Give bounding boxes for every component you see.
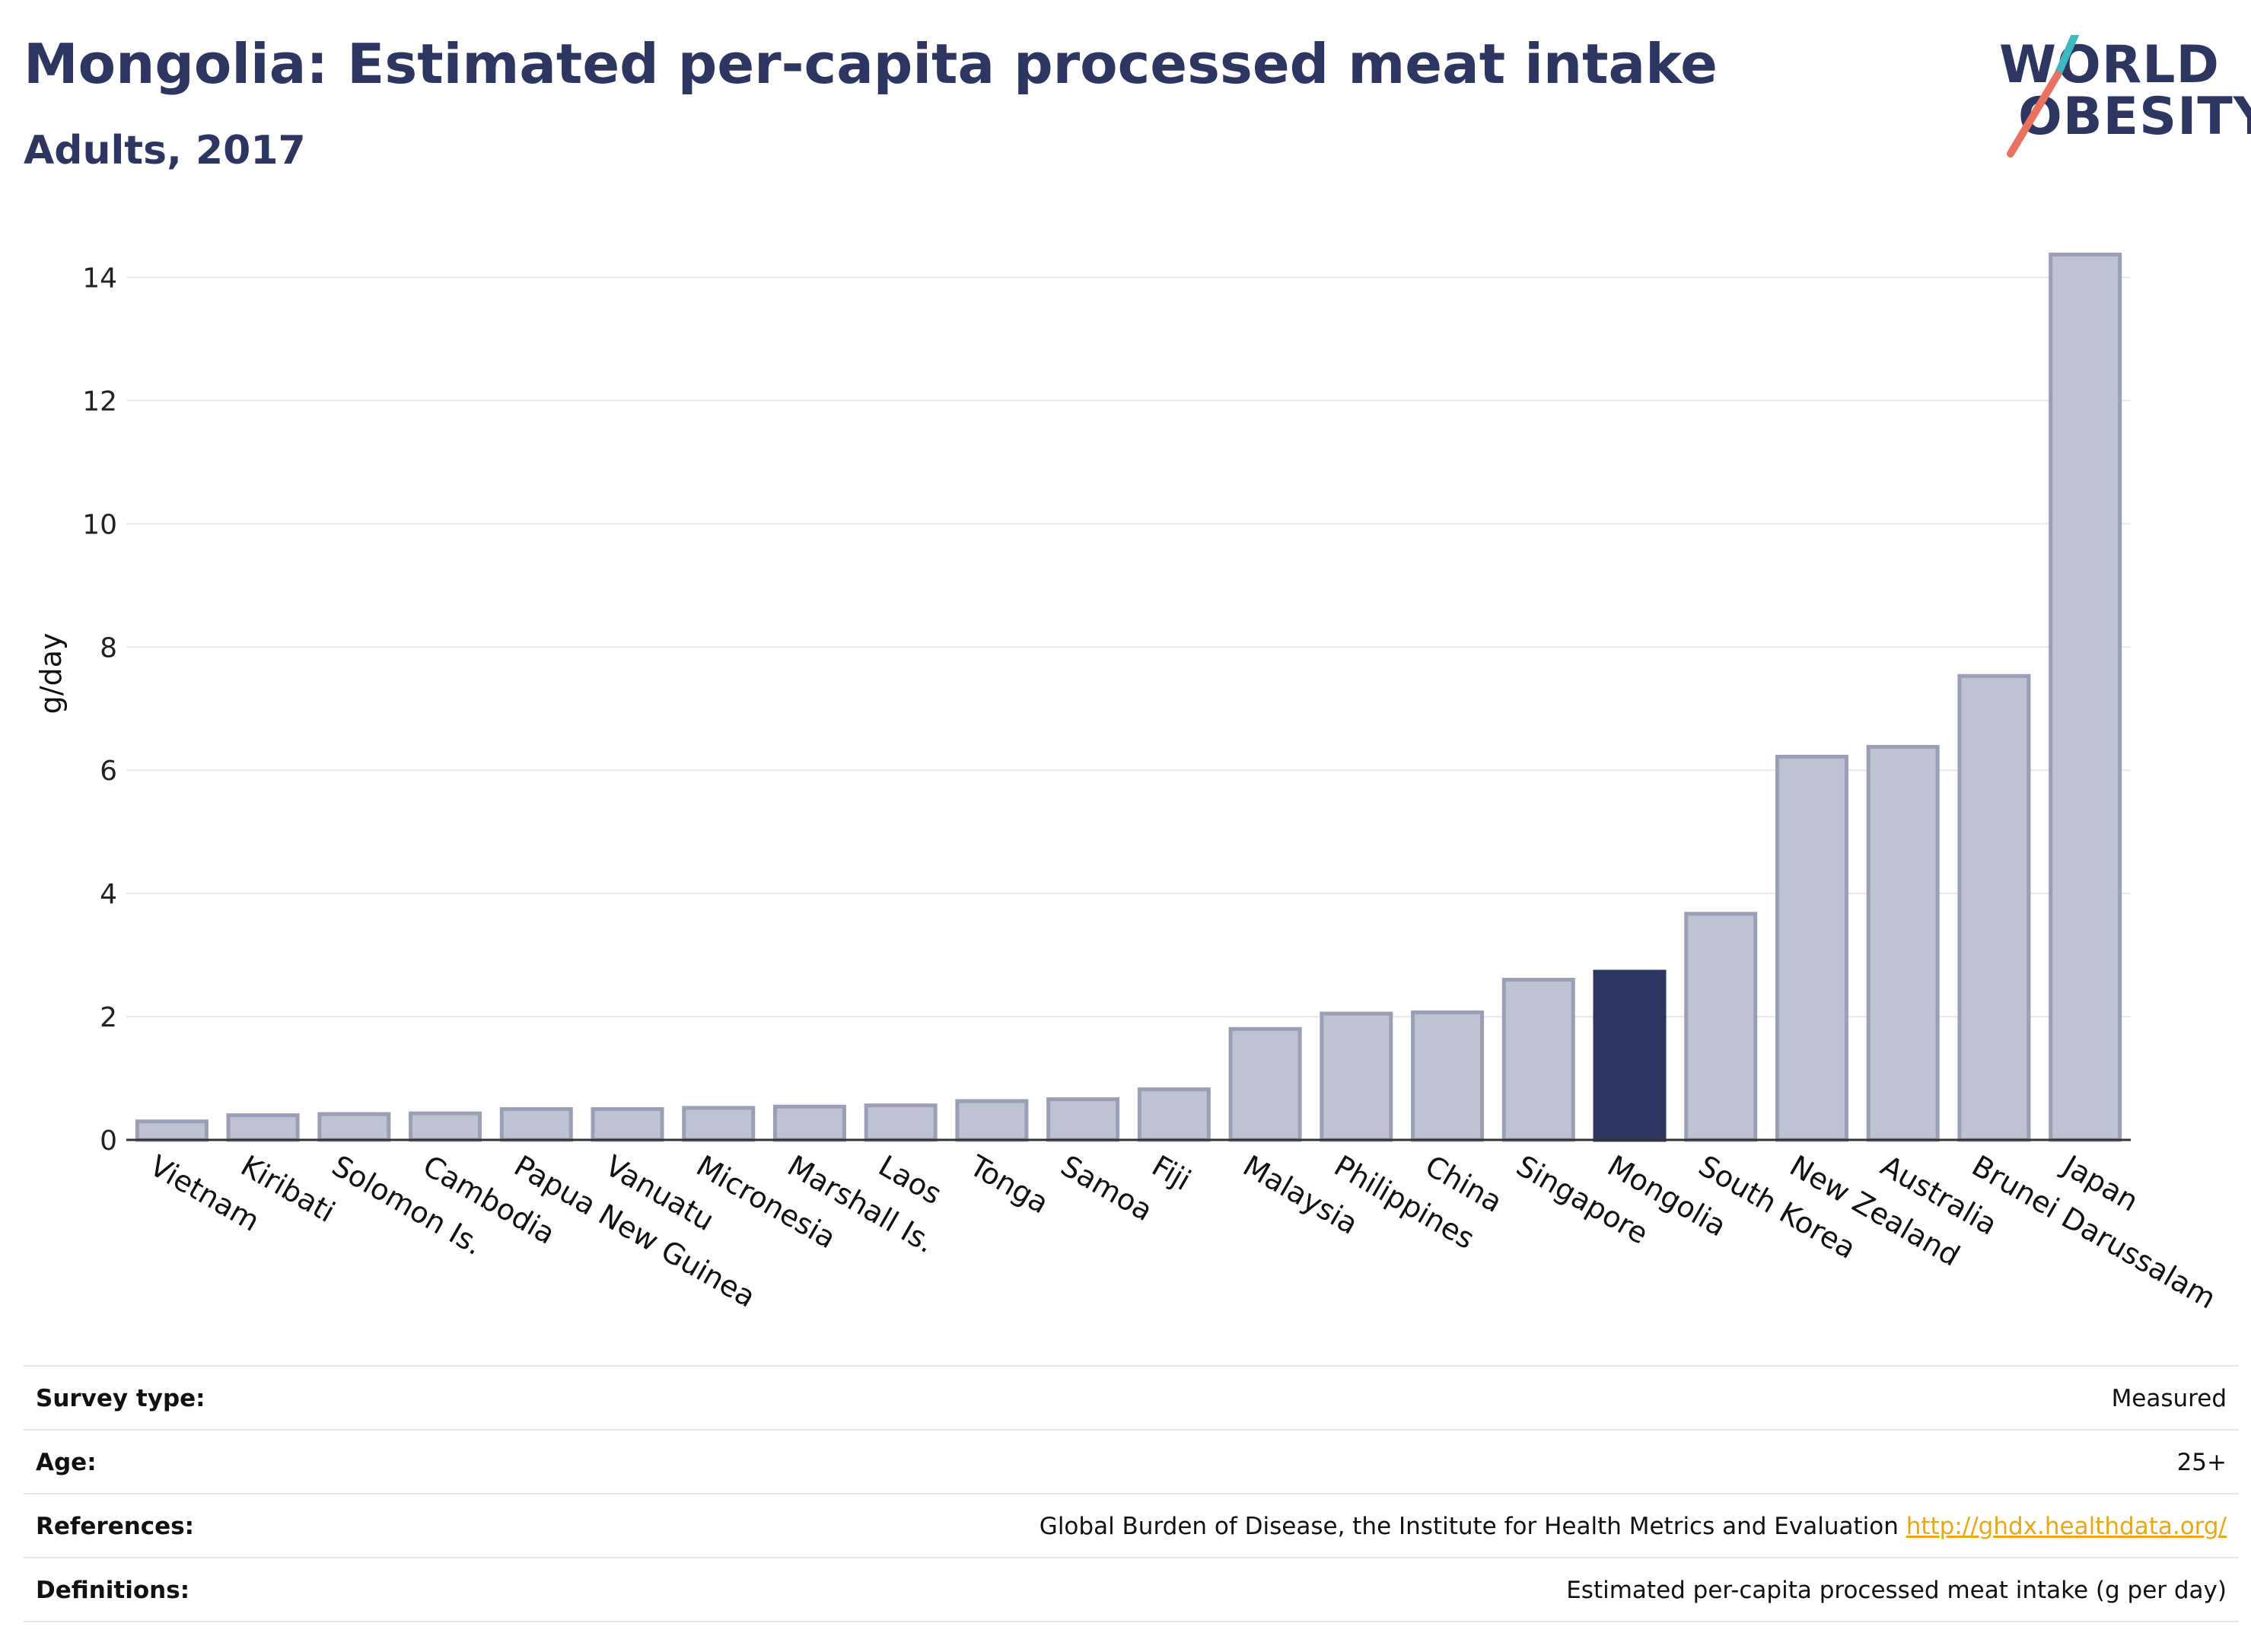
bar-south-korea xyxy=(1684,912,1758,1142)
info-value: Estimated per-capita processed meat inta… xyxy=(1566,1577,2227,1604)
bar-brunei-darussalam xyxy=(1957,673,2031,1142)
info-key: References: xyxy=(36,1513,195,1540)
info-row-definitions: Definitions: Estimated per-capita proces… xyxy=(24,1557,2239,1622)
bar-kiribati xyxy=(226,1113,300,1142)
y-axis-ticks: 0 2 4 6 8 10 12 14 xyxy=(82,263,117,1157)
bar-samoa xyxy=(1046,1097,1120,1142)
bar-philippines xyxy=(1320,1011,1393,1142)
bar-micronesia xyxy=(682,1106,756,1142)
bar-mongolia xyxy=(1593,969,1667,1142)
y-tick-label: 4 xyxy=(100,879,117,910)
info-value: Global Burden of Disease, the Institute … xyxy=(1040,1513,2227,1540)
chart-subtitle: Adults, 2017 xyxy=(24,128,306,173)
info-value: Measured xyxy=(2111,1385,2227,1412)
y-tick-label: 8 xyxy=(100,632,117,664)
bar-singapore xyxy=(1501,977,1575,1142)
bar-vanuatu xyxy=(591,1107,664,1142)
x-tick-label: Samoa xyxy=(1055,1149,1158,1228)
reference-text: Global Burden of Disease, the Institute … xyxy=(1039,1513,1899,1540)
bar-marshall-is- xyxy=(772,1104,846,1142)
bar-australia xyxy=(1866,744,1940,1142)
bar-japan xyxy=(2049,253,2122,1142)
bar-papua-new-guinea xyxy=(499,1107,573,1142)
y-tick-label: 2 xyxy=(100,1002,117,1033)
bar-vietnam xyxy=(135,1119,209,1142)
y-tick-label: 12 xyxy=(82,386,117,417)
info-row-survey-type: Survey type: Measured xyxy=(24,1365,2239,1429)
reference-link[interactable]: http://ghdx.healthdata.org/ xyxy=(1906,1513,2227,1540)
bar-fiji xyxy=(1137,1087,1211,1142)
world-obesity-logo: WORLD OBESITY xyxy=(1988,35,2251,164)
x-tick-label: Fiji xyxy=(1146,1149,1196,1197)
y-tick-label: 6 xyxy=(100,756,117,787)
bar-malaysia xyxy=(1228,1027,1302,1142)
info-row-age: Age: 25+ xyxy=(24,1429,2239,1493)
chart-title: Mongolia: Estimated per-capita processed… xyxy=(24,32,1718,96)
info-value: 25+ xyxy=(2176,1449,2227,1476)
logo-line2: OBESITY xyxy=(2018,87,2251,147)
info-row-references: References: Global Burden of Disease, th… xyxy=(24,1493,2239,1557)
y-tick-label: 10 xyxy=(82,509,117,540)
info-key: Survey type: xyxy=(36,1385,205,1412)
info-key: Definitions: xyxy=(36,1577,190,1604)
bar-china xyxy=(1411,1010,1485,1142)
bar-laos xyxy=(864,1103,938,1142)
logo-slash-icon xyxy=(2007,35,2080,158)
bar-cambodia xyxy=(409,1111,482,1142)
info-key: Age: xyxy=(36,1449,97,1476)
bar-new-zealand xyxy=(1775,754,1848,1142)
bar-tonga xyxy=(955,1099,1029,1142)
info-table: Survey type: Measured Age: 25+ Reference… xyxy=(24,1365,2239,1622)
y-axis-label: g/day xyxy=(34,633,68,715)
bars xyxy=(135,253,2122,1142)
y-tick-label: 14 xyxy=(82,263,117,294)
logo-line1: WORLD xyxy=(1999,35,2220,95)
x-tick-label: Tonga xyxy=(963,1148,1054,1220)
y-tick-label: 0 xyxy=(100,1125,117,1157)
bar-solomon-is- xyxy=(317,1112,391,1142)
